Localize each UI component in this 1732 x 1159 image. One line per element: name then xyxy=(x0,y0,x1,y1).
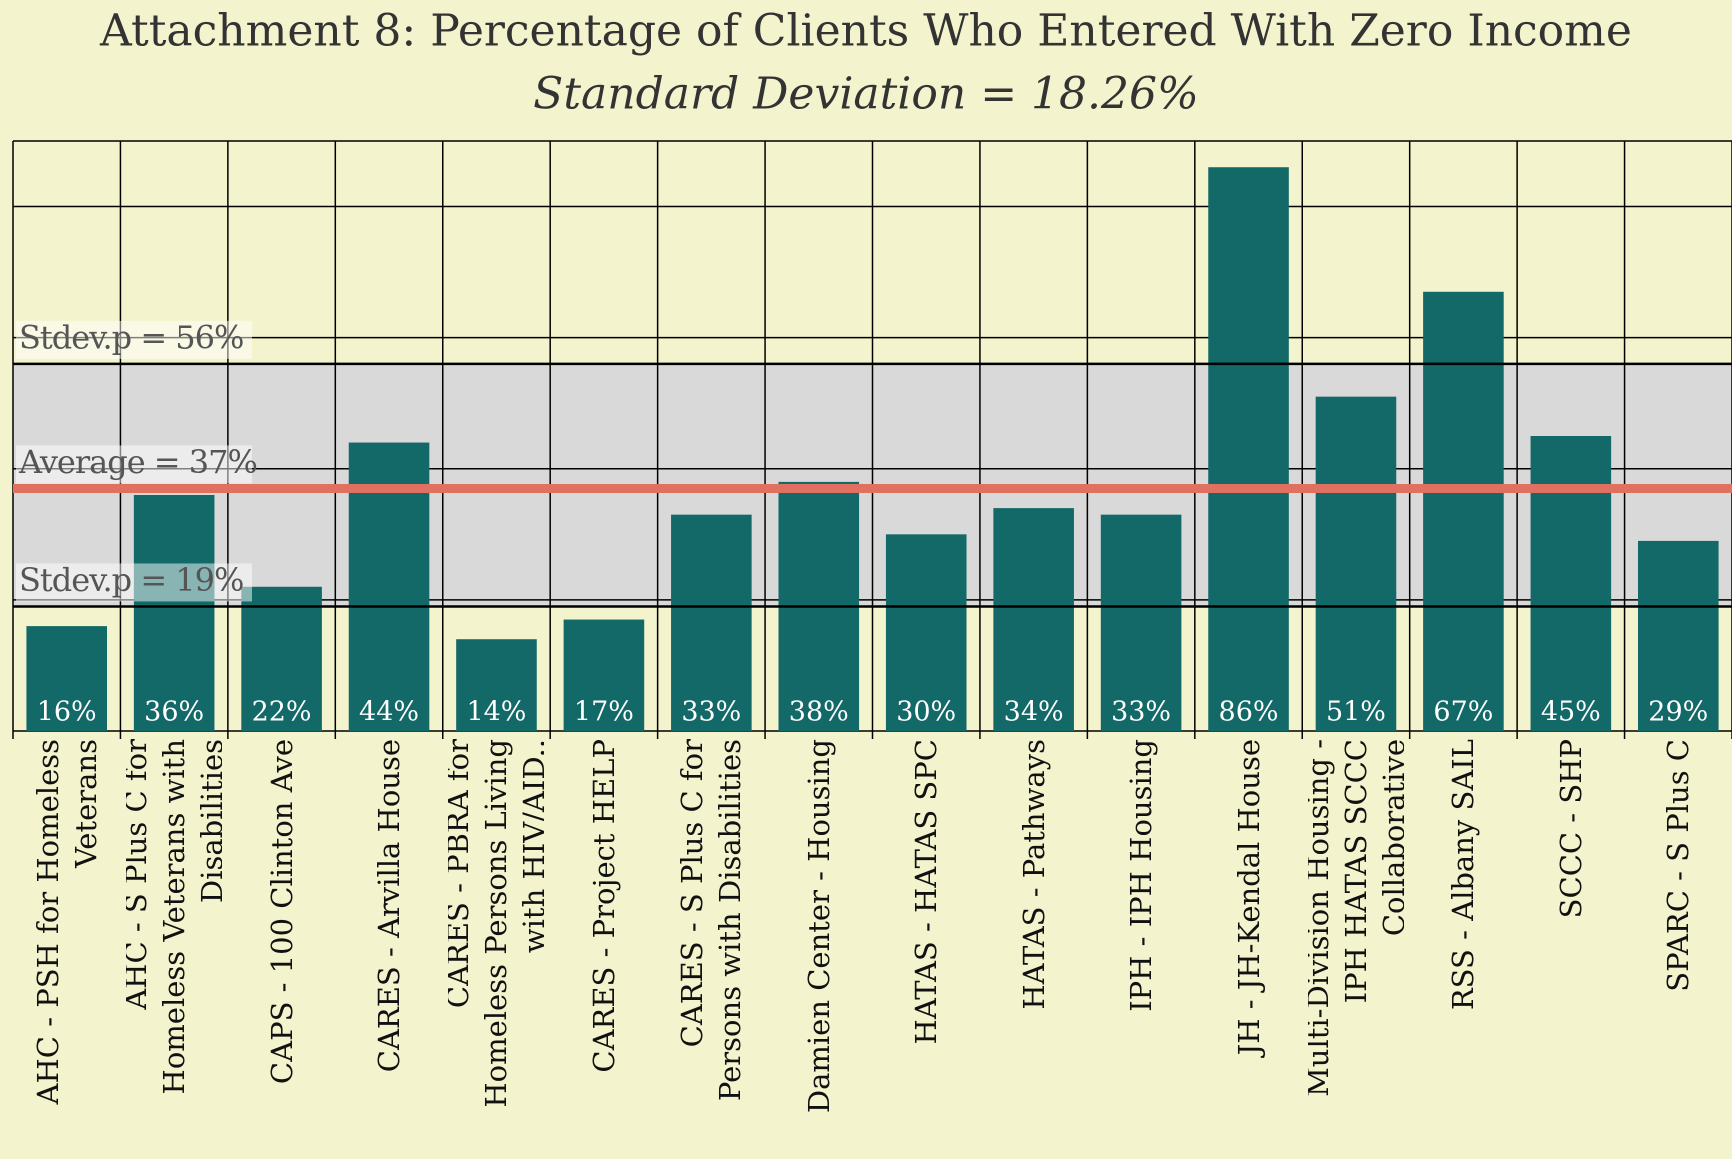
x-tick-label-text: IPH - IPH Housing xyxy=(1124,739,1159,1012)
x-tick-label-text: JH - JH-Kendal House xyxy=(1231,739,1266,1056)
x-tick-label: SPARC - S Plus C xyxy=(1630,739,1726,1159)
x-tick-label-text: RSS - Albany SAIL xyxy=(1446,739,1481,1011)
x-tick-label: HATAS - Pathways xyxy=(986,739,1082,1159)
x-tick-label-text: CAPS - 100 Clinton Ave xyxy=(264,739,299,1085)
x-tick-label-text: SPARC - S Plus C xyxy=(1661,739,1696,992)
chart-subtitle: Standard Deviation = 18.26% xyxy=(533,69,1199,120)
bar xyxy=(1423,291,1504,731)
value-label: 51% xyxy=(1326,697,1386,728)
bar xyxy=(456,639,537,731)
reference-label-box xyxy=(16,563,252,602)
value-label: 29% xyxy=(1648,697,1708,728)
x-tick-label: IPH - IPH Housing xyxy=(1093,739,1189,1159)
x-tick-label: CARES - Project HELP xyxy=(556,739,652,1159)
x-tick-label: CAPS - 100 Clinton Ave xyxy=(234,739,330,1159)
bar xyxy=(885,534,967,731)
bar xyxy=(993,508,1074,731)
value-label: 34% xyxy=(1004,697,1064,728)
x-tick-label-text: AHC - S Plus C for Homeless Veterans wit… xyxy=(126,739,223,1095)
value-label: 67% xyxy=(1433,697,1493,728)
x-tick-label-text: Damien Center - Housing xyxy=(801,739,836,1114)
x-tick-label: CARES - PBRA for Homeless Persons Living… xyxy=(448,739,544,1159)
x-tick-label-text: HATAS - Pathways xyxy=(1016,739,1051,1010)
value-label: 14% xyxy=(466,697,526,728)
value-label: 17% xyxy=(574,697,634,728)
x-tick-label-text: CARES - Project HELP xyxy=(586,739,621,1073)
reference-label: Stdev.p = 56% xyxy=(19,318,243,356)
x-tick-label: JH - JH-Kendal House xyxy=(1201,739,1297,1159)
x-tick-label: AHC - PSH for Homeless Veterans xyxy=(19,739,115,1159)
x-tick-label: RSS - Albany SAIL xyxy=(1415,739,1511,1159)
x-tick-label: CARES - S Plus C for Persons with Disabi… xyxy=(663,739,759,1159)
x-tick-label-text: CARES - Arvilla House xyxy=(372,739,407,1073)
bar xyxy=(1530,436,1612,731)
bar xyxy=(26,626,108,731)
value-label: 30% xyxy=(896,697,956,728)
reference-label-box xyxy=(16,445,252,484)
value-label: 16% xyxy=(37,697,97,728)
value-label: 33% xyxy=(681,697,741,728)
reference-label: Average = 37% xyxy=(18,443,257,481)
bar xyxy=(133,495,215,731)
value-label: 33% xyxy=(1111,697,1171,728)
bar xyxy=(241,586,322,731)
x-tick-label: Damien Center - Housing xyxy=(771,739,867,1159)
bar xyxy=(1637,540,1719,731)
reference-label: Stdev.p = 19% xyxy=(19,561,243,599)
bar xyxy=(563,619,645,731)
x-tick-label: HATAS - HATAS SPC xyxy=(878,739,974,1159)
x-tick-label: AHC - S Plus C for Homeless Veterans wit… xyxy=(126,739,222,1159)
bar xyxy=(1100,514,1182,731)
x-tick-label-text: AHC - PSH for Homeless Veterans xyxy=(30,739,103,1105)
x-tick-label: CARES - Arvilla House xyxy=(341,739,437,1159)
x-tick-label: SCCC - SHP xyxy=(1523,739,1619,1159)
value-label: 22% xyxy=(252,697,312,728)
bar xyxy=(671,514,752,731)
x-tick-label-text: CARES - PBRA for Homeless Persons Living… xyxy=(448,739,545,1108)
value-label: 45% xyxy=(1541,697,1601,728)
reference-label-box xyxy=(16,320,252,359)
x-tick-label-text: HATAS - HATAS SPC xyxy=(909,739,944,1045)
value-label: 38% xyxy=(789,697,849,728)
chart-title: Attachment 8: Percentage of Clients Who … xyxy=(99,6,1632,57)
x-tick-label: Multi-Division Housing - IPH HATAS SCCC … xyxy=(1308,739,1404,1159)
value-label: 86% xyxy=(1219,697,1279,728)
bar xyxy=(1208,167,1289,731)
bar xyxy=(1315,396,1397,731)
value-label: 36% xyxy=(144,697,204,728)
x-tick-label-text: Multi-Division Housing - IPH HATAS SCCC … xyxy=(1307,739,1404,1097)
value-label: 44% xyxy=(359,697,419,728)
x-tick-label-text: CARES - S Plus C for Persons with Disabi… xyxy=(675,739,748,1102)
x-tick-label-text: SCCC - SHP xyxy=(1553,739,1588,919)
